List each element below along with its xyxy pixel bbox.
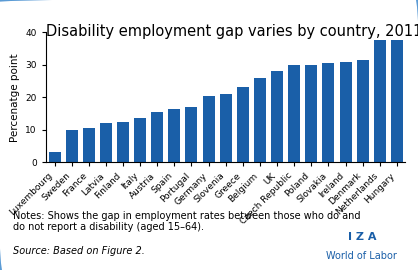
Bar [186,107,197,162]
Bar [203,96,214,162]
Text: World of Labor: World of Labor [326,251,397,261]
Text: Notes: Shows the gap in employment rates between those who do and
do not report : Notes: Shows the gap in employment rates… [13,211,360,232]
Bar [134,118,146,162]
Bar [83,128,95,162]
Bar [237,87,249,162]
Text: Disability employment gap varies by country, 2011: Disability employment gap varies by coun… [46,24,418,39]
Text: I Z A: I Z A [348,232,376,242]
Bar [357,60,369,162]
Bar [254,78,266,162]
Bar [322,63,334,162]
Bar [220,94,232,162]
Bar [66,130,78,162]
Bar [339,62,352,162]
Bar [271,71,283,162]
Bar [100,123,112,162]
Bar [151,112,163,162]
Bar [374,40,386,162]
Text: Source: Based on Figure 2.: Source: Based on Figure 2. [13,246,144,256]
Bar [391,40,403,162]
Y-axis label: Percenatge point: Percenatge point [10,53,20,141]
Bar [305,65,317,162]
Bar [48,152,61,162]
Bar [117,122,129,162]
Bar [168,109,180,162]
Bar [288,65,300,162]
